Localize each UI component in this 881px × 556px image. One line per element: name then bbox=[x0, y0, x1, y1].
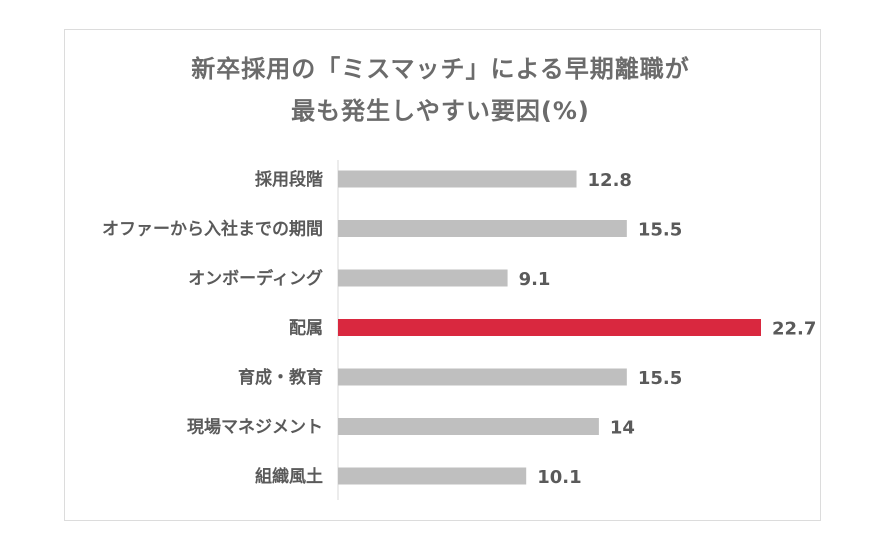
category-label-2: オンボーディング bbox=[188, 268, 323, 289]
bar-2 bbox=[338, 269, 508, 287]
bar-0 bbox=[338, 170, 577, 188]
category-label-4: 育成・教育 bbox=[238, 367, 323, 388]
category-label-1: オファーから入社までの期間 bbox=[102, 219, 323, 240]
bar-1 bbox=[338, 220, 627, 237]
value-label-3: 22.7 bbox=[772, 319, 816, 340]
bar-4 bbox=[338, 368, 627, 386]
chart-title-line-1: 新卒採用の「ミスマッチ」による早期離職が bbox=[191, 55, 690, 83]
category-label-0: 採用段階 bbox=[255, 169, 323, 190]
value-label-0: 12.8 bbox=[588, 170, 632, 191]
value-label-4: 15.5 bbox=[638, 368, 682, 389]
category-label-6: 組織風土 bbox=[255, 466, 323, 487]
chart-title-line-2: 最も発生しやすい要因(%) bbox=[291, 97, 590, 125]
value-label-1: 15.5 bbox=[638, 220, 682, 241]
category-label-5: 現場マネジメント bbox=[187, 418, 323, 438]
bar-3 bbox=[338, 319, 761, 336]
value-label-6: 10.1 bbox=[537, 467, 581, 488]
bar-6 bbox=[338, 467, 527, 485]
value-label-5: 14 bbox=[610, 418, 635, 439]
value-label-2: 9.1 bbox=[519, 269, 551, 290]
bar-5 bbox=[338, 418, 599, 435]
bars-group: 採用段階 12.8 オファーから入社までの期間 15.5 オンボーディング 9.1 配属 22… bbox=[102, 169, 816, 488]
category-label-3: 配属 bbox=[289, 319, 323, 339]
